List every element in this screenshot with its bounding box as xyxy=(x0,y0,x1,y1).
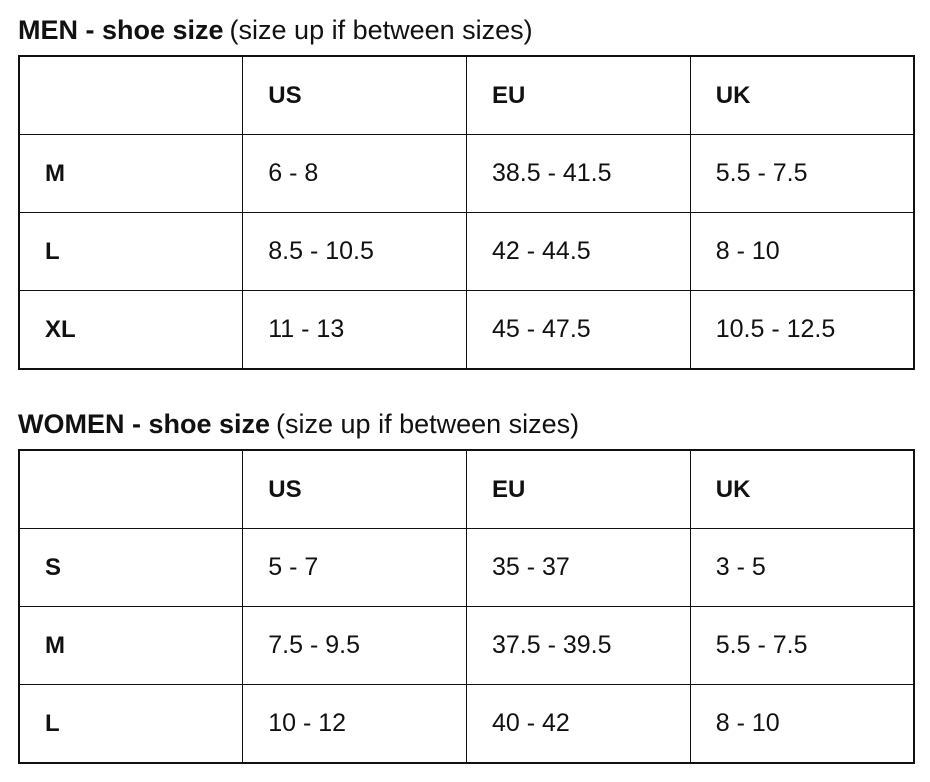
size-label-cell: M xyxy=(18,134,244,213)
size-range-cell: 8 - 10 xyxy=(689,212,915,291)
size-range-cell: 5.5 - 7.5 xyxy=(689,606,915,685)
title-bold: WOMEN - shoe size xyxy=(18,409,271,439)
column-header: US xyxy=(242,449,467,529)
size-range-cell: 3 - 5 xyxy=(689,528,915,607)
column-header: UK xyxy=(689,449,915,529)
title-bold: MEN - shoe size xyxy=(18,15,224,45)
size-range-cell: 38.5 - 41.5 xyxy=(466,134,691,213)
size-range-cell: 8.5 - 10.5 xyxy=(242,212,467,291)
size-label-cell: M xyxy=(18,606,244,685)
table-row: XL 11 - 13 45 - 47.5 10.5 - 12.5 xyxy=(18,290,915,370)
column-header: UK xyxy=(689,55,915,135)
size-range-cell: 8 - 10 xyxy=(689,684,915,764)
size-range-cell: 37.5 - 39.5 xyxy=(466,606,691,685)
size-label-cell: L xyxy=(18,684,244,764)
column-header xyxy=(18,449,244,529)
size-range-cell: 45 - 47.5 xyxy=(466,290,691,370)
size-range-cell: 40 - 42 xyxy=(466,684,691,764)
women-table-title: WOMEN - shoe size (size up if between siz… xyxy=(18,408,579,440)
size-label-cell: L xyxy=(18,212,244,291)
size-range-cell: 10.5 - 12.5 xyxy=(689,290,915,370)
men-size-table: US EU UK M 6 - 8 38.5 - 41.5 5.5 - 7.5 L 8.5 - 1… xyxy=(18,55,915,370)
title-note: (size up if between sizes) xyxy=(276,409,580,439)
women-size-table: US EU UK S 5 - 7 35 - 37 3 - 5 M 7.5 - 9.5 37.5 -… xyxy=(18,449,915,764)
size-range-cell: 10 - 12 xyxy=(242,684,467,764)
size-range-cell: 5.5 - 7.5 xyxy=(689,134,915,213)
table-row: L 8.5 - 10.5 42 - 44.5 8 - 10 xyxy=(18,212,915,291)
size-range-cell: 7.5 - 9.5 xyxy=(242,606,467,685)
size-range-cell: 35 - 37 xyxy=(466,528,691,607)
column-header: EU xyxy=(466,55,691,135)
size-label-cell: XL xyxy=(18,290,244,370)
men-table-title: MEN - shoe size (size up if between sizes… xyxy=(18,14,533,46)
title-note: (size up if between sizes) xyxy=(229,15,533,45)
column-header: EU xyxy=(466,449,691,529)
size-range-cell: 42 - 44.5 xyxy=(466,212,691,291)
column-header xyxy=(18,55,244,135)
size-range-cell: 11 - 13 xyxy=(242,290,467,370)
header-row: US EU UK xyxy=(18,55,915,135)
table-row: L 10 - 12 40 - 42 8 - 10 xyxy=(18,684,915,764)
size-range-cell: 6 - 8 xyxy=(242,134,467,213)
column-header: US xyxy=(242,55,467,135)
size-range-cell: 5 - 7 xyxy=(242,528,467,607)
header-row: US EU UK xyxy=(18,449,915,529)
size-label-cell: S xyxy=(18,528,244,607)
table-row: M 7.5 - 9.5 37.5 - 39.5 5.5 - 7.5 xyxy=(18,606,915,685)
